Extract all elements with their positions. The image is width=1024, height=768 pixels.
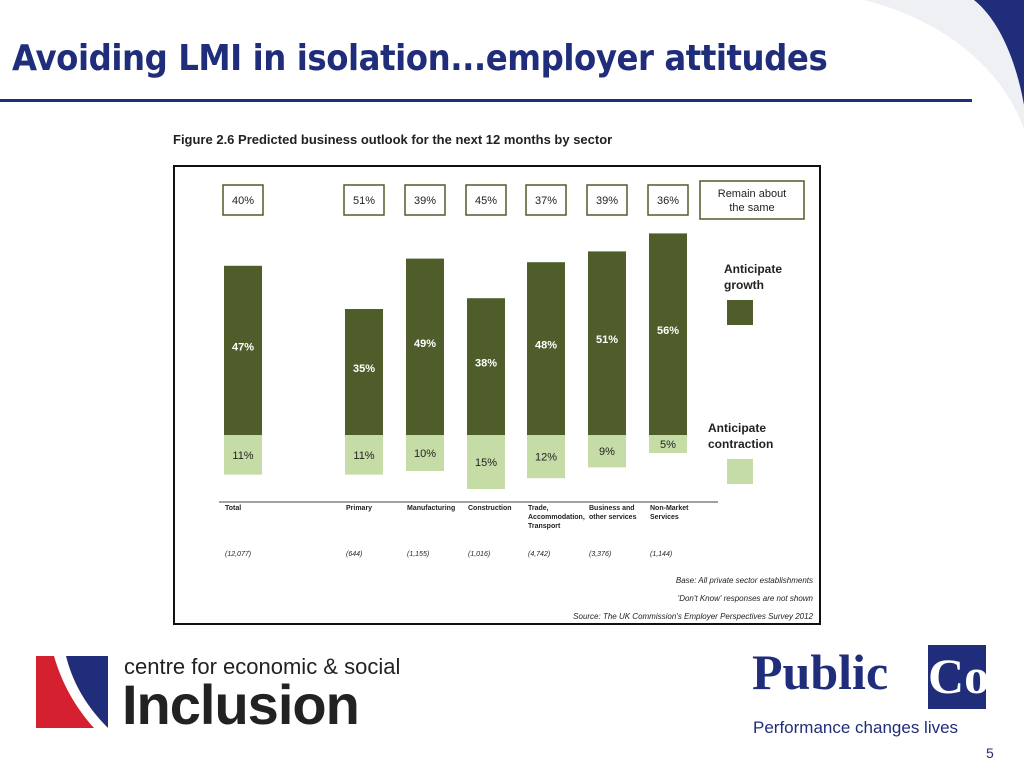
category-label-5: Business and bbox=[589, 505, 635, 512]
remain-box-4 bbox=[525, 184, 567, 216]
legend-remain-label: the same bbox=[729, 202, 774, 214]
data-label-growth-0: 47% bbox=[232, 341, 254, 353]
inclusion-logo-wordmark: Inclusion bbox=[122, 673, 360, 736]
data-label-remain-1: 51% bbox=[353, 195, 375, 207]
data-label-growth-6: 56% bbox=[657, 325, 679, 337]
slide-title: Avoiding LMI in isolation...employer att… bbox=[12, 38, 828, 79]
category-label-5: other services bbox=[589, 514, 637, 521]
sample-size-0: (12,077) bbox=[225, 551, 251, 558]
data-label-contraction-0: 11% bbox=[232, 450, 253, 462]
bar-contraction-5 bbox=[588, 435, 626, 468]
legend-growth-label: Anticipate bbox=[724, 262, 782, 276]
sample-size-1: (644) bbox=[346, 551, 362, 558]
remain-box-2 bbox=[404, 184, 446, 216]
publicco-logo-public: Public bbox=[752, 644, 889, 700]
legend-contraction-label: Anticipate bbox=[708, 421, 766, 435]
category-label-4: Transport bbox=[528, 523, 561, 530]
publicco-tagline: Performance changes lives bbox=[753, 718, 959, 737]
data-label-contraction-2: 10% bbox=[414, 448, 436, 460]
chart-frame: 47% 11% 40% Total (12,077) 35% 11% 51% Primary (6… bbox=[173, 165, 821, 625]
sample-size-2: (1,155) bbox=[407, 551, 429, 558]
data-label-remain-4: 37% bbox=[535, 195, 557, 207]
data-label-contraction-3: 15% bbox=[475, 457, 497, 469]
stacked-bar-chart: 47% 11% 40% Total (12,077) 35% 11% 51% Primary (6… bbox=[219, 180, 814, 621]
bar-contraction-1 bbox=[345, 435, 383, 475]
bar-growth-0 bbox=[224, 265, 262, 435]
inclusion-logo-subtitle: centre for economic & social bbox=[124, 654, 401, 679]
data-label-remain-5: 39% bbox=[596, 195, 618, 207]
bar-growth-1 bbox=[345, 309, 383, 435]
legend-growth-swatch bbox=[727, 300, 753, 325]
data-label-growth-4: 48% bbox=[535, 340, 557, 352]
legend-contraction-swatch bbox=[727, 459, 753, 484]
chart-note-2: Source: The UK Commission's Employer Per… bbox=[573, 612, 813, 621]
bar-growth-2 bbox=[406, 258, 444, 435]
category-label-4: Trade, bbox=[528, 505, 549, 512]
title-divider bbox=[0, 99, 972, 102]
bar-contraction-6 bbox=[649, 435, 687, 453]
category-label-4: Accommodation, bbox=[528, 514, 585, 521]
data-label-remain-6: 36% bbox=[657, 195, 679, 207]
sample-size-6: (1,144) bbox=[650, 551, 672, 558]
remain-box-6 bbox=[647, 184, 689, 216]
legend-growth-label: growth bbox=[724, 278, 764, 292]
data-label-contraction-5: 9% bbox=[599, 446, 615, 458]
data-label-growth-3: 38% bbox=[475, 358, 497, 370]
bar-contraction-2 bbox=[406, 435, 444, 471]
remain-box-3 bbox=[465, 184, 507, 216]
bar-contraction-0 bbox=[224, 435, 262, 475]
slide-number: 5 bbox=[986, 745, 994, 761]
chart-note-1: 'Don't Know' responses are not shown bbox=[678, 594, 814, 603]
remain-box-5 bbox=[586, 184, 628, 216]
data-label-growth-2: 49% bbox=[414, 338, 436, 350]
category-label-3: Construction bbox=[468, 505, 512, 512]
sample-size-5: (3,376) bbox=[589, 551, 611, 558]
data-label-contraction-4: 12% bbox=[535, 452, 557, 464]
bar-growth-3 bbox=[467, 298, 505, 435]
category-label-2: Manufacturing bbox=[407, 505, 455, 512]
inclusion-logo-icon bbox=[36, 656, 108, 728]
data-label-remain-2: 39% bbox=[414, 195, 436, 207]
category-label-6: Non-Market bbox=[650, 505, 689, 512]
data-label-remain-3: 45% bbox=[475, 195, 497, 207]
bar-growth-4 bbox=[527, 262, 565, 435]
bar-growth-5 bbox=[588, 251, 626, 435]
data-label-growth-5: 51% bbox=[596, 334, 618, 346]
remain-box-0 bbox=[222, 184, 264, 216]
data-label-remain-0: 40% bbox=[232, 195, 254, 207]
sample-size-4: (4,742) bbox=[528, 551, 550, 558]
chart-note-0: Base: All private sector establishments bbox=[676, 576, 813, 585]
remain-box-1 bbox=[343, 184, 385, 216]
category-label-6: Services bbox=[650, 514, 679, 521]
sample-size-3: (1,016) bbox=[468, 551, 490, 558]
legend-remain-label: Remain about bbox=[718, 188, 787, 200]
data-label-contraction-6: 5% bbox=[660, 439, 676, 451]
bar-contraction-3 bbox=[467, 435, 505, 489]
data-label-growth-1: 35% bbox=[353, 363, 375, 375]
legend-contraction-label: contraction bbox=[708, 437, 773, 451]
bar-contraction-4 bbox=[527, 435, 565, 479]
legend-remain-box bbox=[699, 180, 805, 220]
category-label-1: Primary bbox=[346, 505, 372, 512]
category-label-0: Total bbox=[225, 505, 241, 512]
publicco-logo-co: Co bbox=[928, 645, 989, 709]
corner-swoosh-decoration bbox=[864, 0, 1024, 130]
bar-growth-6 bbox=[649, 233, 687, 435]
data-label-contraction-1: 11% bbox=[353, 450, 374, 462]
figure-caption: Figure 2.6 Predicted business outlook fo… bbox=[173, 132, 613, 147]
